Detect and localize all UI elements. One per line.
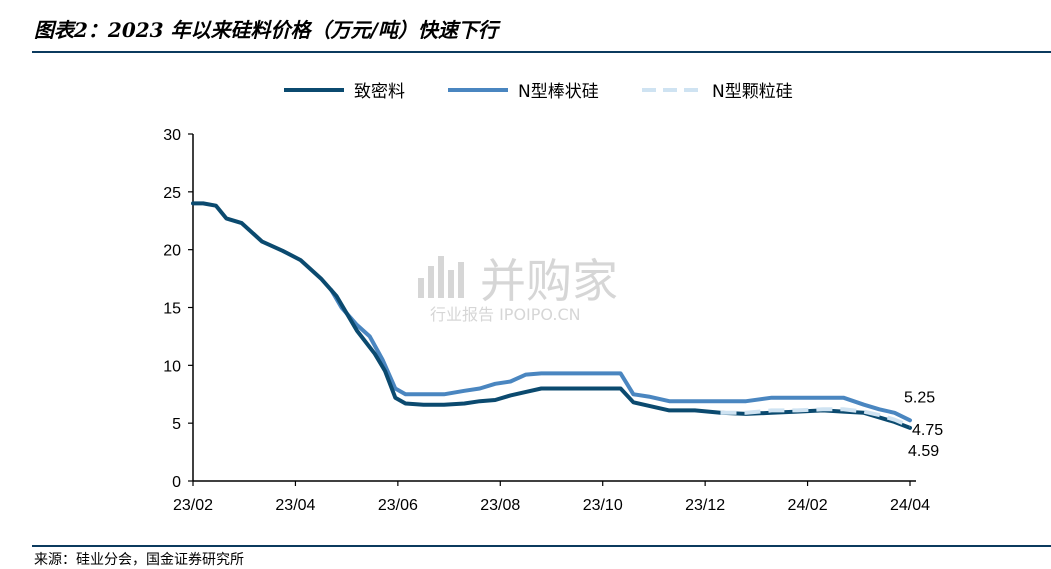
x-tick-label: 23/04 <box>275 497 315 514</box>
end-value-label: 4.75 <box>912 422 943 439</box>
watermark: 并购家 行业报告 IPOIPO.CN <box>418 254 618 324</box>
source-note: 来源：硅业分会，国金证券研究所 <box>34 552 244 568</box>
title-rule <box>32 51 1051 53</box>
line-chart: 并购家 行业报告 IPOIPO.CN 致密料 N型棒状硅 N型颗粒硅 0 5 10 1… <box>163 82 943 514</box>
end-value-label: 4.59 <box>908 443 939 460</box>
x-tick-label: 23/02 <box>173 497 213 514</box>
axes: 0 5 10 15 20 25 30 23/02 23/04 23/06 23/08 23/10 23/… <box>163 127 930 514</box>
y-tick-label: 25 <box>163 185 181 202</box>
x-tick-label: 23/10 <box>583 497 623 514</box>
y-tick-label: 5 <box>172 416 181 433</box>
watermark-text: 并购家 <box>480 254 618 308</box>
label-layer: 5.25 4.75 4.59 <box>904 389 943 460</box>
series-layer <box>191 201 912 430</box>
chart-title: 图表2：2023 年以来硅料价格（万元/吨）快速下行 <box>34 18 498 42</box>
legend: 致密料 N型棒状硅 N型颗粒硅 <box>284 82 793 102</box>
y-tick-label: 0 <box>172 474 181 491</box>
x-tick-label: 23/12 <box>685 497 725 514</box>
x-tick-label: 23/08 <box>480 497 520 514</box>
series-line-granular <box>720 407 911 428</box>
watermark-subtext: 行业报告 IPOIPO.CN <box>430 305 581 324</box>
y-tick-label: 10 <box>163 358 181 375</box>
series-line-rod <box>329 288 912 423</box>
watermark-logo-icon <box>418 256 464 298</box>
y-tick-label: 30 <box>163 127 181 144</box>
end-value-label: 5.25 <box>904 389 935 406</box>
y-tick-label: 15 <box>163 301 181 318</box>
legend-label-rod: N型棒状硅 <box>518 82 599 102</box>
y-tick-label: 20 <box>163 243 181 260</box>
legend-label-dense: 致密料 <box>354 82 405 102</box>
x-tick-label: 23/06 <box>378 497 418 514</box>
x-tick-label: 24/04 <box>890 497 930 514</box>
legend-label-granular: N型颗粒硅 <box>712 82 793 102</box>
footer-rule <box>32 545 1051 547</box>
x-tick-label: 24/02 <box>788 497 828 514</box>
